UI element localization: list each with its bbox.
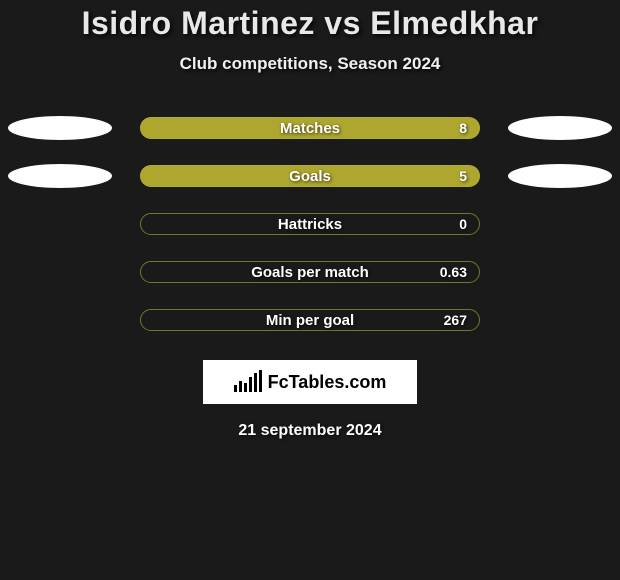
stat-bar: Matches 8	[140, 117, 480, 139]
stat-value: 0.63	[440, 264, 467, 280]
stat-row: Hattricks 0	[0, 212, 620, 236]
main-container: Isidro Martinez vs Elmedkhar Club compet…	[0, 0, 620, 580]
stat-row: Goals per match 0.63	[0, 260, 620, 284]
logo-content: FcTables.com	[234, 370, 387, 394]
chart-icon	[234, 370, 262, 394]
date-text: 21 september 2024	[238, 422, 381, 440]
player2-marker	[508, 116, 612, 140]
logo-text: FcTables.com	[268, 372, 387, 393]
player1-marker	[8, 116, 112, 140]
stat-bar: Hattricks 0	[140, 213, 480, 235]
stat-bar: Goals 5	[140, 165, 480, 187]
player2-name: Elmedkhar	[370, 5, 538, 41]
stat-value: 267	[444, 312, 467, 328]
logo-box[interactable]: FcTables.com	[203, 360, 417, 404]
player1-marker	[8, 164, 112, 188]
subtitle: Club competitions, Season 2024	[180, 54, 441, 74]
stat-label: Goals per match	[251, 264, 369, 281]
stat-label: Matches	[280, 120, 340, 137]
vs-text: vs	[324, 5, 361, 41]
player2-marker	[508, 164, 612, 188]
stat-row: Matches 8	[0, 116, 620, 140]
stat-label: Goals	[289, 168, 331, 185]
stat-row: Goals 5	[0, 164, 620, 188]
stat-row: Min per goal 267	[0, 308, 620, 332]
stat-value: 8	[459, 120, 467, 136]
stat-label: Min per goal	[266, 312, 354, 329]
stat-label: Hattricks	[278, 216, 342, 233]
stat-value: 0	[459, 216, 467, 232]
page-title: Isidro Martinez vs Elmedkhar	[82, 5, 539, 42]
stat-value: 5	[459, 168, 467, 184]
stat-bar: Goals per match 0.63	[140, 261, 480, 283]
stat-bar: Min per goal 267	[140, 309, 480, 331]
stats-area: Matches 8 Goals 5 Hattricks 0 Goals per match 0…	[0, 116, 620, 332]
player1-name: Isidro Martinez	[82, 5, 315, 41]
